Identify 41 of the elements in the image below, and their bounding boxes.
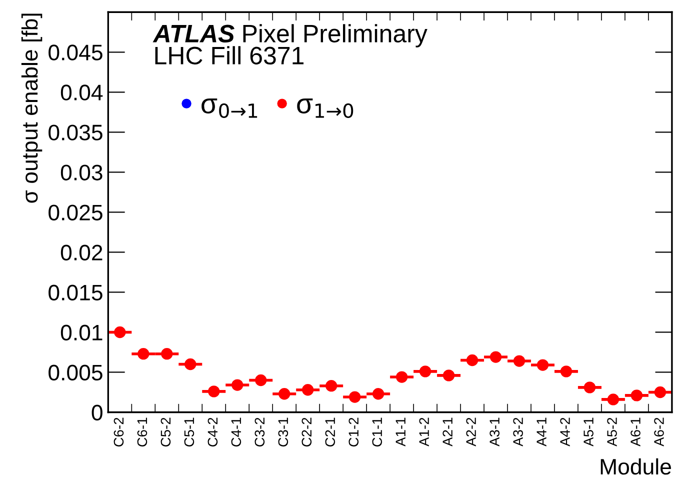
x-tick-label: C5-2	[160, 418, 171, 447]
y-tick-label: 0.01	[60, 324, 102, 340]
y-tick-label: 0.03	[60, 164, 102, 180]
x-tick-label: C4-1	[231, 418, 242, 447]
x-tick-label: C3-2	[254, 418, 265, 447]
x-tick-label: A4-2	[560, 418, 570, 446]
legend-label: σ$_{0→1}$	[202, 98, 258, 118]
y-tick-label: 0.035	[48, 124, 102, 140]
x-tick-label: A1-1	[396, 418, 406, 446]
x-tick-label: C5-1	[184, 418, 194, 447]
x-tick-label: A6-2	[654, 418, 664, 446]
x-tick-label: A2-2	[466, 418, 476, 446]
x-tick-label: C1-2	[348, 418, 359, 447]
x-tick-label: A5-2	[607, 418, 617, 446]
x-tick-label: C3-1	[278, 418, 288, 447]
x-tick-label: C1-1	[372, 418, 382, 447]
x-tick-label: A5-1	[584, 418, 594, 446]
legend-label: σ$_{1→0}$	[297, 98, 354, 118]
annotation: Pixel Preliminary	[243, 24, 428, 48]
x-tick-label: C4-2	[208, 418, 218, 447]
annotation: ATLAS	[152, 24, 234, 42]
annotation: LHC Fill 6371	[155, 46, 304, 64]
x-tick-label: C2-1	[325, 418, 336, 447]
x-tick-label: A3-1	[490, 418, 500, 446]
x-tick-label: C2-2	[302, 418, 312, 447]
x-tick-label: A4-1	[536, 418, 546, 446]
y-tick-label: 0.015	[48, 284, 102, 300]
x-tick-label: A2-1	[442, 418, 452, 446]
y-tick-label: 0.005	[48, 364, 102, 381]
y-tick-label: 0.04	[60, 84, 103, 100]
y-axis-title: σ output enable [fb]	[21, 14, 42, 203]
x-tick-label: A6-1	[630, 418, 640, 446]
x-tick-label: C6-2	[114, 418, 124, 447]
x-tick-label: A1-2	[419, 418, 429, 446]
y-tick-label: 0.045	[48, 44, 102, 60]
x-tick-label: C6-1	[137, 418, 148, 447]
x-axis-title: Module	[600, 458, 671, 475]
y-tick-label: 0.025	[48, 204, 102, 220]
x-tick-label: A3-2	[513, 418, 523, 446]
y-tick-label: 0	[92, 404, 102, 421]
y-tick-label: 0.02	[60, 244, 102, 260]
